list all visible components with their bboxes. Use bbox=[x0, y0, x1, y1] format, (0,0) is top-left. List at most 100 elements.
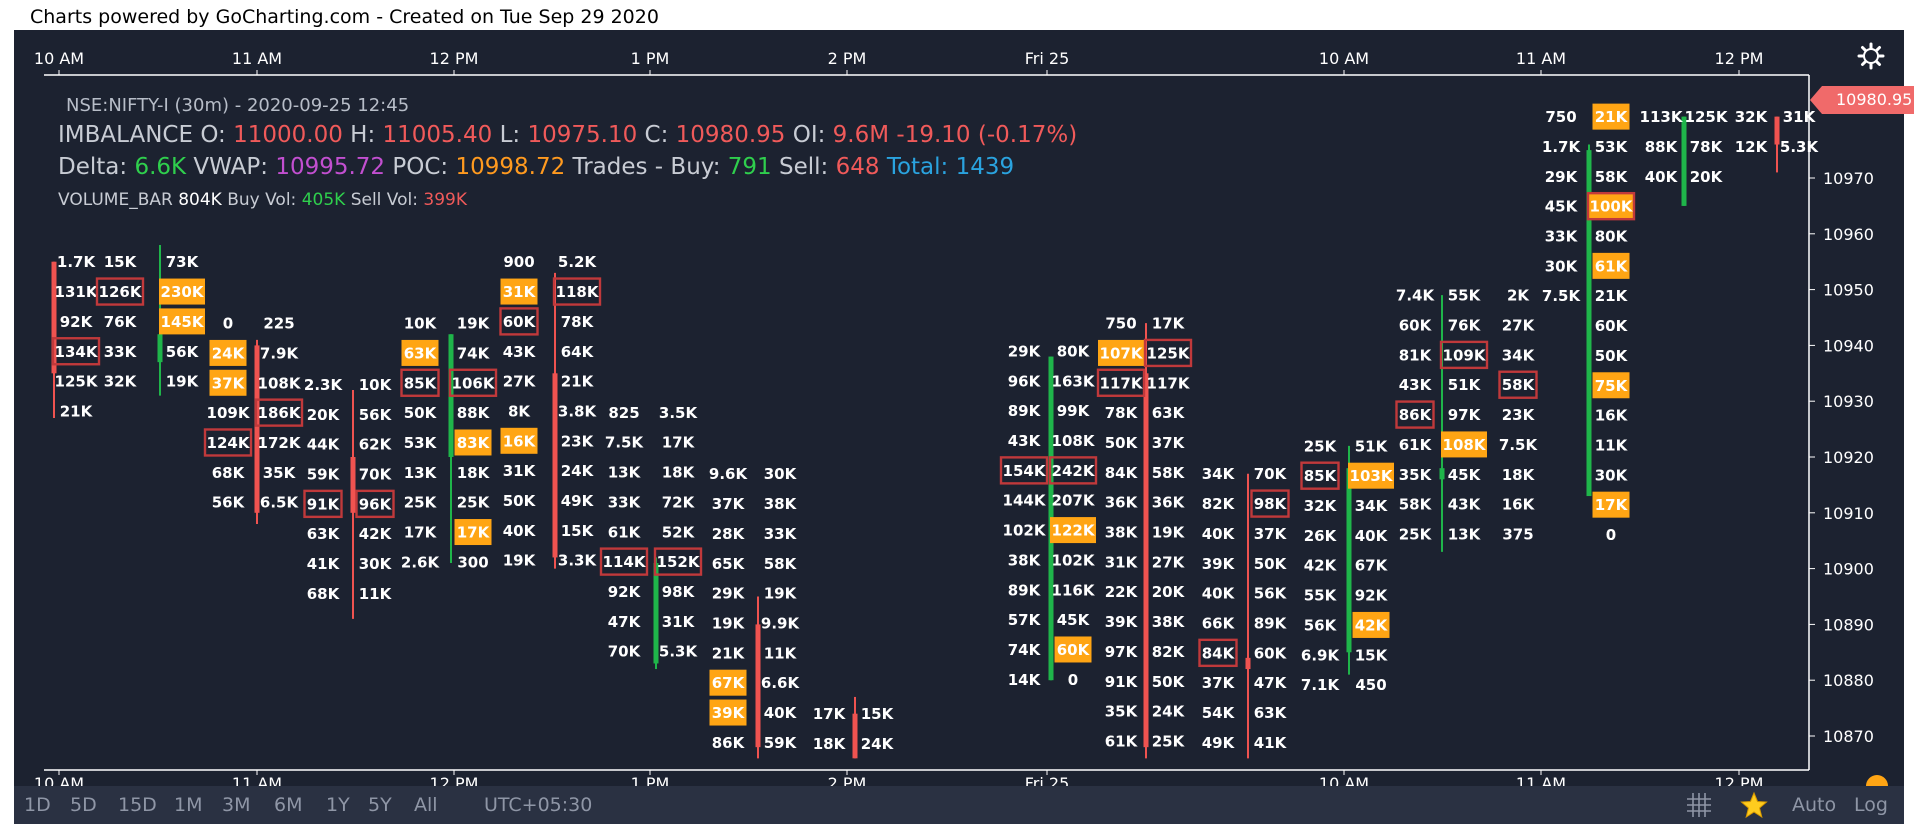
footprint-cell-value: 49K bbox=[561, 492, 595, 510]
footprint-cell-value: 29K bbox=[712, 585, 746, 603]
footprint-cell-value: 34K bbox=[1202, 465, 1236, 483]
footprint-cell-value: 15K bbox=[104, 253, 138, 271]
range-3m-button[interactable]: 3M bbox=[222, 794, 251, 816]
footprint-cell-value: 41K bbox=[307, 555, 341, 573]
footprint-cell-value: 33K bbox=[764, 525, 798, 543]
footprint-cell-value: 13K bbox=[608, 464, 642, 482]
footprint-cell-value: 154K bbox=[1003, 462, 1047, 480]
footprint-cell-value: 24K bbox=[561, 462, 595, 480]
x-tick-label-bottom: 1 PM bbox=[631, 774, 670, 786]
y-tick-label: 10890 bbox=[1823, 615, 1874, 634]
footprint-cell-value: 13K bbox=[404, 464, 438, 482]
footprint-cell-value: 1.7K bbox=[57, 253, 97, 271]
footprint-chart[interactable]: 10 AM 10 AM 11 AM 11 AM 12 PM 12 PM 1 PM 1 PM 2 … bbox=[14, 30, 1914, 797]
footprint-cell-value: 300 bbox=[457, 553, 488, 571]
footprint-cell-value: 76K bbox=[1448, 317, 1482, 335]
footprint-cell-value: 51K bbox=[1355, 437, 1389, 455]
footprint-cell-value: 40K bbox=[503, 522, 537, 540]
footprint-cell-value: 145K bbox=[161, 313, 205, 331]
footprint-cell-value: 17K bbox=[1152, 315, 1186, 333]
footprint-cell-value: 96K bbox=[359, 495, 393, 513]
oi-label: OI: bbox=[792, 122, 826, 148]
timezone-button[interactable]: UTC+05:30 bbox=[484, 794, 593, 816]
footprint-cell-value: 60K bbox=[1595, 317, 1629, 335]
footprint-cell-value: 125K bbox=[1147, 344, 1191, 362]
footprint-cell-value: 53K bbox=[1595, 138, 1629, 156]
footprint-cell-value: 64K bbox=[561, 343, 595, 361]
imbalance-box bbox=[95, 277, 145, 306]
footprint-cell-value: 113K bbox=[1640, 108, 1684, 126]
footprint-cell-value: 106K bbox=[452, 374, 496, 392]
imbalance-box bbox=[1586, 191, 1636, 221]
footprint-cell-value: 78K bbox=[1105, 404, 1139, 422]
footprint-cell-value: 58K bbox=[1152, 464, 1186, 482]
range-15d-button[interactable]: 15D bbox=[118, 794, 157, 816]
footprint-cell-value: 85K bbox=[1304, 467, 1338, 485]
range-1d-button[interactable]: 1D bbox=[24, 794, 51, 816]
footprint-cell-value: 65K bbox=[712, 555, 746, 573]
footprint-cell-value: 85K bbox=[404, 374, 438, 392]
footprint-cell-value: 59K bbox=[764, 734, 798, 752]
footprint-cell-value: 124K bbox=[207, 434, 251, 452]
imbalance-box bbox=[51, 337, 101, 366]
footprint-cell-value: 22K bbox=[1105, 583, 1139, 601]
candle-body bbox=[350, 457, 356, 513]
footprint-cell-value: 70K bbox=[359, 466, 393, 484]
footprint-cell-value: 19K bbox=[166, 373, 200, 391]
footprint-cell-value: 19K bbox=[503, 552, 537, 570]
footprint-cell-value: 86K bbox=[712, 734, 746, 752]
footprint-cell-value: 35K bbox=[1399, 466, 1433, 484]
range-all-button[interactable]: All bbox=[414, 794, 438, 816]
x-tick-label-top: 11 AM bbox=[232, 49, 282, 68]
footprint-cell-value: 57K bbox=[1008, 611, 1042, 629]
imbalance-cell bbox=[401, 339, 439, 366]
range-6m-button[interactable]: 6M bbox=[274, 794, 303, 816]
footprint-cell-value: 39K bbox=[1105, 613, 1139, 631]
range-5y-button[interactable]: 5Y bbox=[368, 794, 392, 816]
footprint-cell-value: 99K bbox=[1057, 402, 1091, 420]
range-1y-button[interactable]: 1Y bbox=[326, 794, 350, 816]
imbalance-cell bbox=[500, 427, 538, 454]
log-scale-button[interactable]: Log bbox=[1854, 794, 1888, 816]
footprint-cell-value: 25K bbox=[1304, 437, 1338, 455]
footprint-cell-value: 19K bbox=[764, 585, 798, 603]
chart-canvas[interactable]: 10 AM 10 AM 11 AM 11 AM 12 PM 12 PM 1 PM 1 PM 2 … bbox=[14, 30, 1904, 786]
footprint-cell-value: 25K bbox=[1399, 525, 1433, 543]
candle-body bbox=[1774, 116, 1780, 145]
imbalance-box bbox=[599, 547, 649, 576]
imbalance-box bbox=[999, 456, 1049, 485]
footprint-cell-value: 21K bbox=[712, 644, 746, 662]
range-1m-button[interactable]: 1M bbox=[174, 794, 203, 816]
candle-body bbox=[51, 261, 57, 374]
imbalance-cell bbox=[454, 519, 492, 546]
footprint-cell-value: 24K bbox=[212, 344, 246, 362]
trades-buy-value: 791 bbox=[727, 154, 772, 180]
x-tick-label-bottom: 10 AM bbox=[1319, 774, 1369, 786]
footprint-cell-value: 54K bbox=[1202, 704, 1236, 722]
footprint-cell-value: 50K bbox=[1595, 347, 1629, 365]
footprint-cell-value: 118K bbox=[556, 283, 600, 301]
footprint-cell-value: 207K bbox=[1052, 492, 1096, 510]
footprint-cell-value: 55K bbox=[1304, 587, 1338, 605]
star-icon[interactable] bbox=[1740, 791, 1768, 824]
x-tick-label-top: 12 PM bbox=[430, 49, 479, 68]
vwap-value: 10995.72 bbox=[275, 154, 386, 180]
footprint-cell-value: 52K bbox=[662, 523, 696, 541]
footprint-cell-value: 32K bbox=[104, 373, 138, 391]
auto-scale-button[interactable]: Auto bbox=[1792, 794, 1837, 816]
vwap-label: VWAP: bbox=[193, 154, 268, 180]
range-5d-button[interactable]: 5D bbox=[70, 794, 97, 816]
footprint-cell-value: 74K bbox=[457, 344, 491, 362]
footprint-cell-value: 83K bbox=[457, 434, 491, 452]
footprint-cell-value: 61K bbox=[1399, 436, 1433, 454]
footprint-cell-value: 9.9K bbox=[761, 614, 801, 632]
grid-icon[interactable] bbox=[1686, 792, 1712, 823]
footprint-cell-value: 58K bbox=[1399, 496, 1433, 514]
footprint-cell-value: 6.5K bbox=[260, 494, 300, 512]
y-tick-label: 10910 bbox=[1823, 504, 1874, 523]
imbalance-cell bbox=[1050, 517, 1096, 544]
footprint-cell-value: 0 bbox=[1068, 671, 1078, 689]
footprint-cell-value: 75K bbox=[1595, 377, 1629, 395]
footprint-cell-value: 117K bbox=[1147, 374, 1191, 392]
gear-icon[interactable] bbox=[1857, 42, 1885, 70]
